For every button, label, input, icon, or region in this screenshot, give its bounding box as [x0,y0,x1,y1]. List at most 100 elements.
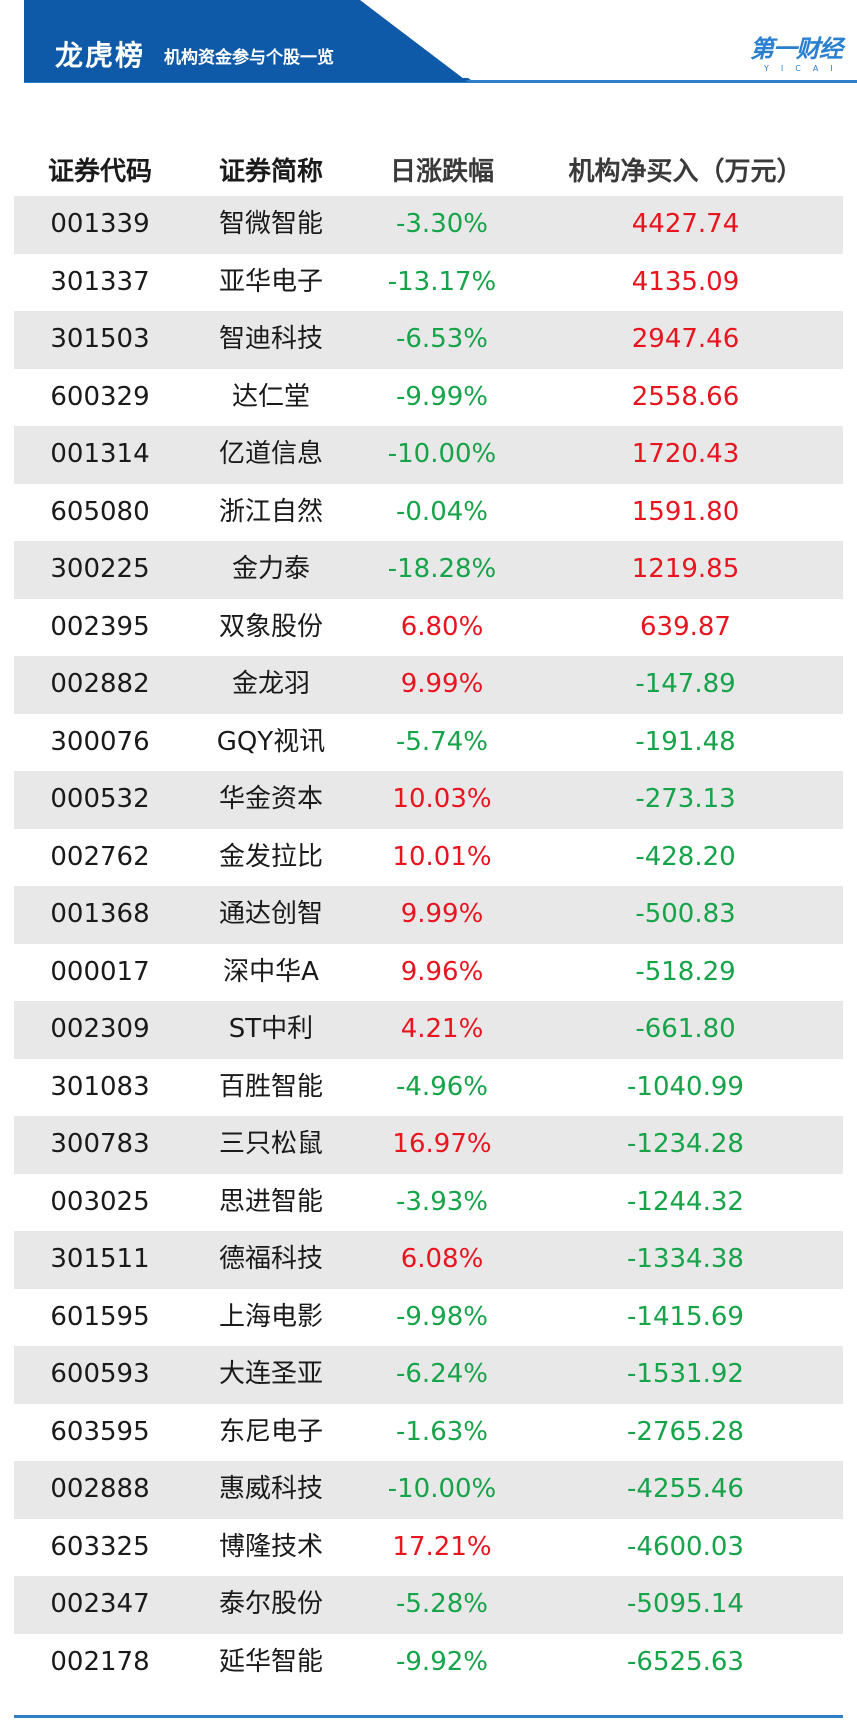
cell-code: 603595 [50,1416,150,1447]
cell-code: 001368 [50,899,150,930]
cell-code: 603325 [50,1531,150,1562]
cell-name: 智迪科技 [218,324,323,355]
cell-code: 002882 [50,669,150,700]
table-row: 000532 华金资本 10.03% -273.13 [14,771,843,829]
cell-change: 9.96% [400,956,484,987]
cell-code: 003025 [50,1186,150,1217]
page-title: 龙虎榜 [55,39,146,72]
cell-code: 300225 [50,554,150,585]
cell-change: -1.63% [396,1416,488,1447]
cell-net-buy: -273.13 [635,784,736,815]
page-subtitle: 机构资金参与个股一览 [164,48,334,68]
cell-net-buy: -500.83 [635,899,736,930]
cell-code: 002762 [50,841,150,872]
cell-net-buy: -2765.28 [627,1416,744,1447]
table-row: 002762 金发拉比 10.01% -428.20 [14,829,843,887]
cell-code: 000017 [50,956,150,987]
table-row: 002309 ST中利 4.21% -661.80 [14,1001,843,1059]
banner-shape [0,0,857,83]
table-row: 300225 金力泰 -18.28% 1219.85 [14,541,843,599]
cell-net-buy: -428.20 [635,841,736,872]
cell-change: -6.24% [396,1359,488,1390]
cell-name: 三只松鼠 [218,1129,323,1160]
cell-net-buy: 1219.85 [631,554,740,585]
cell-name: 双象股份 [218,611,323,642]
cell-code: 605080 [50,496,150,527]
cell-change: -10.00% [387,439,497,470]
table-row: 301337 亚华电子 -13.17% 4135.09 [14,254,843,312]
institution-trades-table: 证券代码 证券简称 日涨跌幅 机构净买入（万元） 001339 智微智能 -3.30… [14,148,843,1691]
bottom-divider [14,1715,843,1718]
cell-net-buy: -191.48 [635,726,736,757]
column-header-name: 证券简称 [218,157,323,187]
cell-code: 600593 [50,1359,150,1390]
cell-net-buy: -5095.14 [627,1589,744,1620]
cell-code: 300076 [50,726,150,757]
cell-change: -10.00% [387,1474,497,1505]
table-row: 603325 博隆技术 17.21% -4600.03 [14,1519,843,1577]
cell-name: 上海电影 [218,1301,323,1332]
logo-subtext: YICAI [764,64,845,73]
cell-change: 4.21% [400,1014,484,1045]
cell-code: 002395 [50,611,150,642]
table-row: 301503 智迪科技 -6.53% 2947.46 [14,311,843,369]
yicai-logo: 第一财经 YICAI [750,34,845,78]
table-row: 001368 通达创智 9.99% -500.83 [14,886,843,944]
logo-text: 第一财经 [750,35,843,63]
cell-net-buy: -518.29 [635,956,736,987]
cell-name: 通达创智 [218,899,323,930]
cell-change: -18.28% [387,554,497,585]
cell-name: 智微智能 [218,209,323,240]
cell-net-buy: -1244.32 [627,1186,744,1217]
cell-change: 10.03% [392,784,492,815]
cell-net-buy: -661.80 [635,1014,736,1045]
table-header: 证券代码 证券简称 日涨跌幅 机构净买入（万元） [14,148,843,196]
cell-net-buy: 1591.80 [631,496,740,527]
cell-name: 金发拉比 [218,841,323,872]
cell-net-buy: -1334.38 [627,1244,744,1275]
table-row: 300076 GQY视讯 -5.74% -191.48 [14,714,843,772]
table-row: 301083 百胜智能 -4.96% -1040.99 [14,1059,843,1117]
cell-name: 博隆技术 [218,1531,323,1562]
cell-net-buy: -1234.28 [627,1129,744,1160]
table-row: 003025 思进智能 -3.93% -1244.32 [14,1174,843,1232]
cell-change: -13.17% [387,266,497,297]
cell-code: 301337 [50,266,150,297]
cell-change: -9.99% [396,381,488,412]
column-header-net-buy: 机构净买入（万元） [568,157,803,187]
table-row: 603595 东尼电子 -1.63% -2765.28 [14,1404,843,1462]
cell-change: -5.74% [396,726,488,757]
column-header-change: 日涨跌幅 [389,157,494,187]
cell-net-buy: 4135.09 [631,266,740,297]
table-row: 001339 智微智能 -3.30% 4427.74 [14,196,843,254]
cell-change: -3.93% [396,1186,488,1217]
cell-code: 000532 [50,784,150,815]
table-row: 601595 上海电影 -9.98% -1415.69 [14,1289,843,1347]
cell-net-buy: -4600.03 [627,1531,744,1562]
cell-code: 001339 [50,209,150,240]
cell-net-buy: -6525.63 [627,1646,744,1677]
cell-net-buy: -4255.46 [627,1474,744,1505]
cell-change: 10.01% [392,841,492,872]
cell-net-buy: 1720.43 [631,439,740,470]
cell-name: 惠威科技 [218,1474,323,1505]
table-row: 002882 金龙羽 9.99% -147.89 [14,656,843,714]
table-row: 001314 亿道信息 -10.00% 1720.43 [14,426,843,484]
table-row: 002888 惠威科技 -10.00% -4255.46 [14,1461,843,1519]
cell-code: 601595 [50,1301,150,1332]
table-row: 002347 泰尔股份 -5.28% -5095.14 [14,1576,843,1634]
cell-name: 大连圣亚 [218,1359,323,1390]
cell-code: 301083 [50,1071,150,1102]
header-banner: 龙虎榜 机构资金参与个股一览 第一财经 YICAI [0,0,857,120]
cell-change: 16.97% [392,1129,492,1160]
cell-name: GQY视讯 [216,726,326,757]
cell-net-buy: 2947.46 [631,324,740,355]
table-row: 600329 达仁堂 -9.99% 2558.66 [14,369,843,427]
cell-code: 002347 [50,1589,150,1620]
cell-code: 002888 [50,1474,150,1505]
cell-net-buy: 2558.66 [631,381,740,412]
cell-name: 浙江自然 [218,496,323,527]
cell-code: 300783 [50,1129,150,1160]
cell-change: 9.99% [400,669,484,700]
cell-change: 17.21% [392,1531,492,1562]
